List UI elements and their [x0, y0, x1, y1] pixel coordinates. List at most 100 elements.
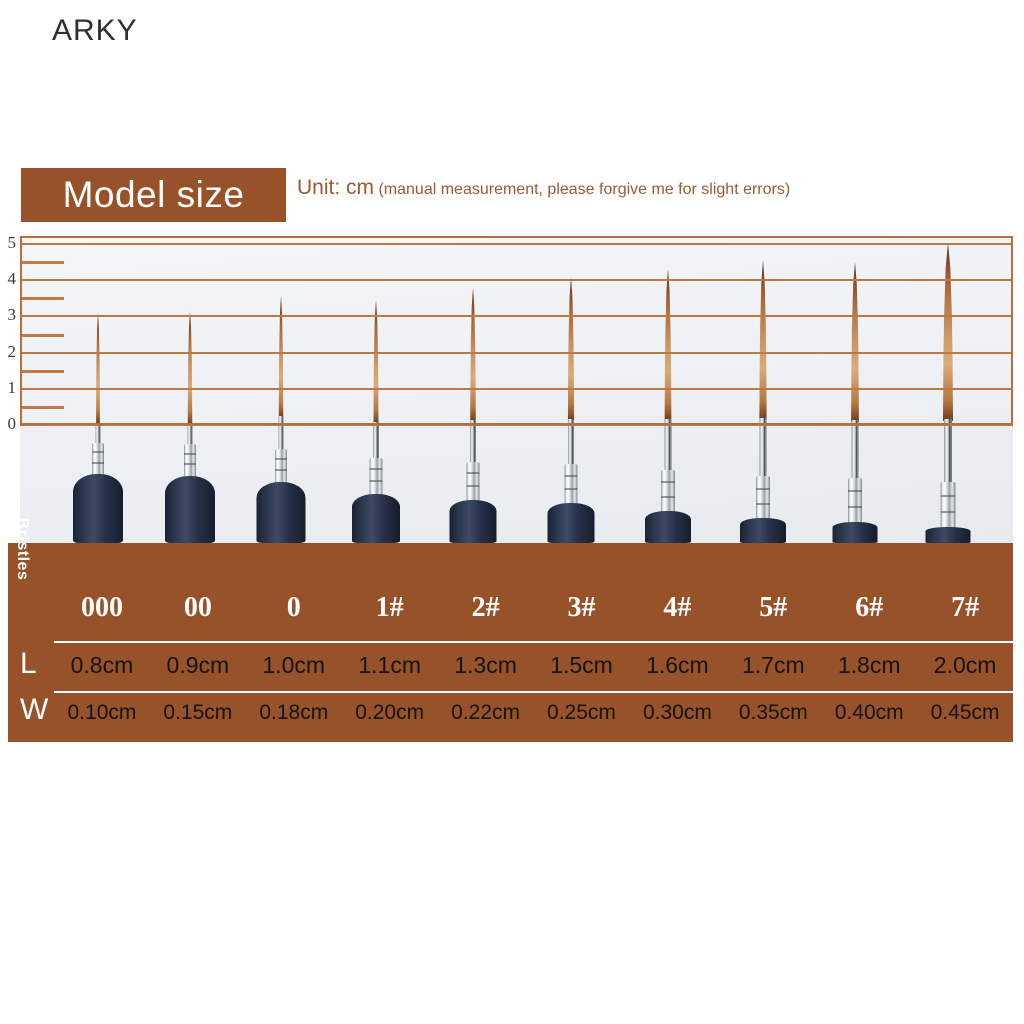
cell-length-7: 1.7cm: [741, 652, 805, 678]
unit-paren-text: (manual measurement, please forgive me f…: [378, 181, 791, 198]
ruler-tick-5: 5: [7, 233, 17, 252]
row-label-width: W: [20, 693, 49, 726]
cell-length-4: 1.3cm: [454, 652, 517, 678]
brush-bristle-4#: [664, 269, 672, 421]
brush-shaft-0: [278, 416, 284, 451]
brush-shaft-7#: [944, 419, 952, 484]
cell-model-4: 2#: [471, 592, 500, 623]
brush-ferrule-1#: [369, 458, 383, 496]
gridline-5: [20, 243, 1013, 245]
cell-model-2: 0: [286, 592, 301, 623]
cell-model-5: 3#: [567, 592, 596, 623]
gridline-3: [20, 315, 1013, 317]
brush-photo-chart: [20, 236, 1013, 543]
brush-6#: [825, 262, 885, 543]
cell-length-2: 1.0cm: [262, 652, 326, 678]
cell-model-8: 6#: [855, 592, 884, 623]
cell-length-1: 0.9cm: [166, 652, 230, 678]
half-tick-1: [22, 297, 64, 300]
cell-length-9: 2.0cm: [933, 652, 997, 678]
brush-shaft-6#: [851, 420, 859, 480]
brush-shaft-000: [95, 423, 101, 445]
table-row-width: 0.10cm 0.15cm 0.18cm 0.20cm 0.22cm 0.25cm 0.30…: [54, 695, 1013, 731]
cell-model-0: 000: [80, 592, 123, 623]
brush-2#: [443, 288, 503, 543]
ruler-tick-1: 1: [7, 378, 17, 397]
brush-shaft-2#: [470, 420, 476, 464]
half-tick-3: [22, 370, 64, 373]
brush-handle-5#: [740, 518, 786, 543]
brush-bristle-7#: [942, 243, 954, 421]
cell-width-9: 0.45cm: [930, 701, 1000, 724]
cell-width-0: 0.10cm: [67, 701, 137, 724]
brush-7#: [918, 243, 978, 543]
brush-handle-2#: [449, 500, 497, 543]
brush-handle-4#: [645, 511, 691, 543]
ruler-tick-4: 4: [7, 269, 17, 288]
row-label-length: L: [20, 647, 37, 680]
brush-bristle-3#: [567, 277, 575, 421]
cell-length-5: 1.5cm: [550, 652, 613, 678]
brush-ferrule-0: [275, 449, 287, 483]
brush-5#: [733, 260, 793, 543]
ruler-tick-0: 0: [7, 414, 17, 433]
unit-main-text: Unit: cm: [297, 176, 375, 199]
cell-width-7: 0.35cm: [738, 701, 808, 724]
unit-note: Unit: cm (manual measurement, please for…: [297, 176, 790, 200]
cell-length-8: 1.8cm: [837, 652, 901, 678]
ruler-tick-2: 2: [7, 342, 17, 361]
brush-ferrule-7#: [940, 482, 956, 532]
brush-handle-3#: [547, 503, 595, 543]
cell-model-6: 4#: [663, 592, 692, 623]
row-separator-1: [54, 641, 1013, 643]
ruler-scale-labels: 5 4 3 2 1 0: [0, 0, 20, 1024]
brush-ferrule-6#: [848, 478, 862, 526]
half-tick-4: [22, 406, 64, 409]
brush-ferrule-5#: [756, 476, 770, 522]
cell-width-1: 0.15cm: [163, 701, 233, 724]
brush-bristle-6#: [851, 262, 859, 422]
row-separator-2: [54, 691, 1013, 693]
half-tick-0: [22, 261, 64, 264]
ruler-tick-3: 3: [7, 305, 17, 324]
table-row-models: 000 00 0 1# 2# 3# 4# 5# 6# 7#: [54, 591, 1013, 625]
brush-4#: [638, 269, 698, 543]
brush-3#: [541, 277, 601, 543]
cell-length-3: 1.1cm: [358, 652, 421, 678]
gridline-2: [20, 352, 1013, 354]
brush-ferrule-3#: [564, 464, 578, 506]
table-row-length: 0.8cm 0.9cm 1.0cm 1.1cm 1.3cm 1.5cm 1.6cm 1.7cm…: [54, 647, 1013, 683]
cell-length-6: 1.6cm: [646, 652, 709, 678]
bristles-side-label: Bristles: [14, 517, 31, 581]
brush-shaft-5#: [759, 418, 767, 478]
gridline-1: [20, 388, 1013, 390]
gridline-0: [20, 424, 1013, 426]
brush-handle-7#: [925, 527, 971, 543]
spec-table: Bristles L W 000 00 0 1# 2# 3# 4# 5# 6# 7# 0.8cm 0…: [8, 518, 1013, 742]
cell-length-0: 0.8cm: [70, 652, 134, 678]
brush-handle-00: [165, 476, 215, 543]
brush-ferrule-4#: [661, 470, 675, 514]
brush-handle-000: [73, 474, 123, 543]
brush-0: [251, 296, 311, 543]
brush-ferrule-2#: [466, 462, 480, 502]
brush-ferrule-00: [184, 444, 196, 477]
cell-model-1: 00: [183, 592, 212, 623]
cell-width-8: 0.40cm: [834, 701, 904, 724]
brush-00: [160, 311, 220, 543]
watermark-arky: ARKY: [52, 14, 138, 47]
brush-bristle-2#: [470, 288, 476, 422]
brush-shaft-4#: [664, 419, 672, 472]
cell-model-7: 5#: [759, 592, 788, 623]
cell-width-6: 0.30cm: [642, 701, 712, 724]
half-tick-2: [22, 334, 64, 337]
brush-bristle-5#: [759, 260, 767, 420]
brush-handle-6#: [832, 522, 878, 543]
model-size-badge: Model size: [21, 168, 286, 222]
brush-1#: [346, 300, 406, 543]
brush-shaft-00: [187, 423, 193, 446]
cell-width-3: 0.20cm: [355, 701, 425, 724]
brush-shaft-3#: [568, 419, 574, 466]
cell-model-9: 7#: [951, 592, 980, 623]
brush-ferrule-000: [92, 443, 104, 475]
